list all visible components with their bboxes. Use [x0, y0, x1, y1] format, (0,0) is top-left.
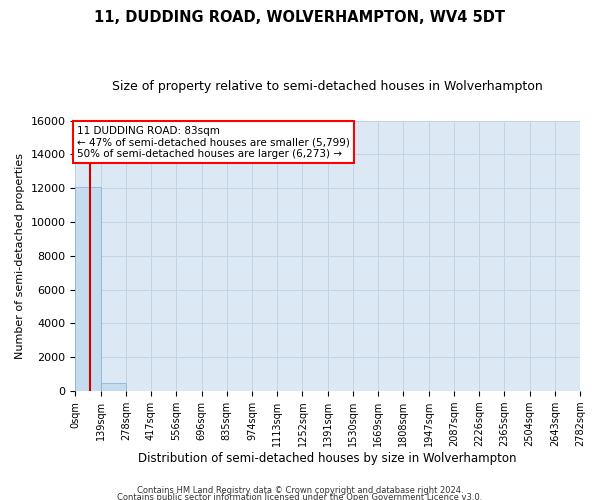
Text: Contains HM Land Registry data © Crown copyright and database right 2024.: Contains HM Land Registry data © Crown c… [137, 486, 463, 495]
Text: 11 DUDDING ROAD: 83sqm
← 47% of semi-detached houses are smaller (5,799)
50% of : 11 DUDDING ROAD: 83sqm ← 47% of semi-det… [77, 126, 350, 159]
Bar [76, 187, 101, 391]
Y-axis label: Number of semi-detached properties: Number of semi-detached properties [15, 153, 25, 359]
Bar [101, 382, 126, 391]
Title: Size of property relative to semi-detached houses in Wolverhampton: Size of property relative to semi-detach… [112, 80, 543, 93]
Text: Contains public sector information licensed under the Open Government Licence v3: Contains public sector information licen… [118, 494, 482, 500]
Text: 11, DUDDING ROAD, WOLVERHAMPTON, WV4 5DT: 11, DUDDING ROAD, WOLVERHAMPTON, WV4 5DT [95, 10, 505, 25]
X-axis label: Distribution of semi-detached houses by size in Wolverhampton: Distribution of semi-detached houses by … [139, 452, 517, 465]
